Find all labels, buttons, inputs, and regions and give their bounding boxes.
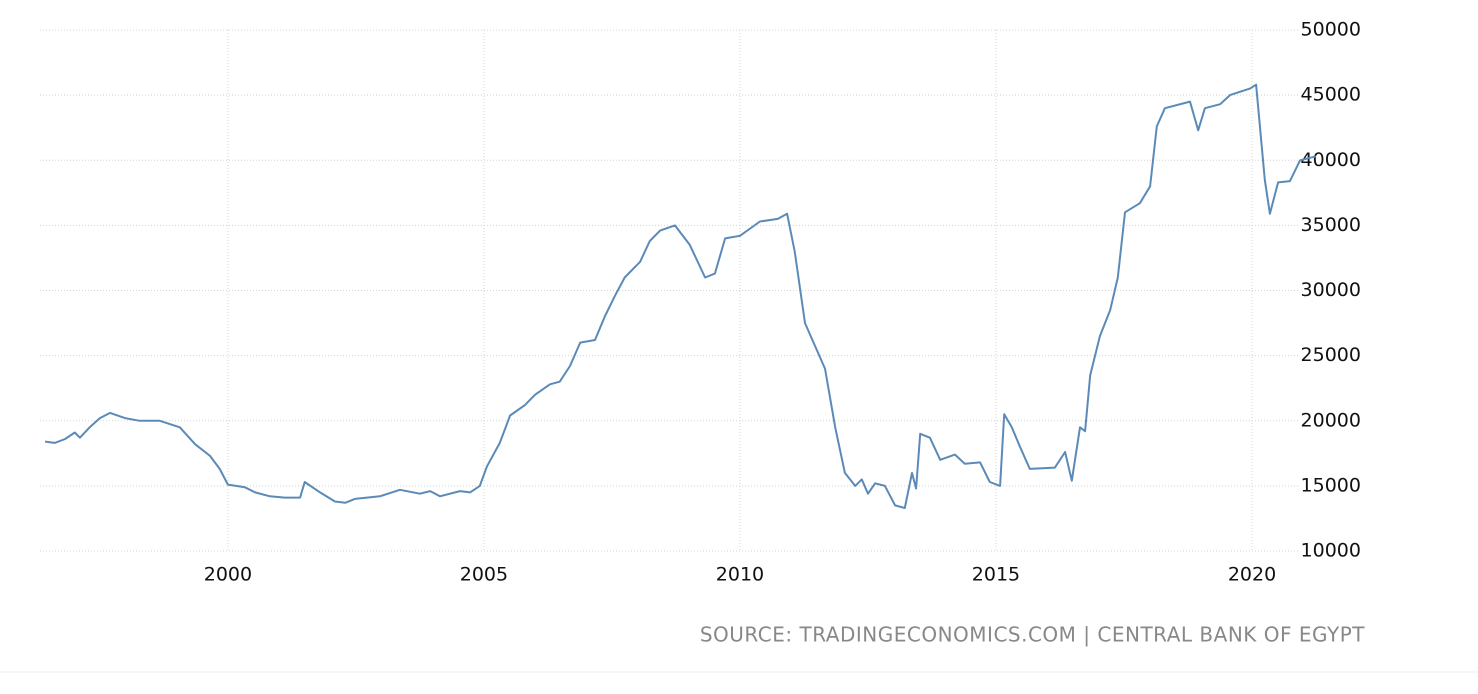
y-tick-label: 30000 [1301, 279, 1361, 301]
x-tick-label: 2005 [460, 564, 508, 586]
x-tick-label: 2010 [716, 564, 764, 586]
y-tick-label: 40000 [1301, 149, 1361, 171]
y-tick-label: 35000 [1301, 214, 1361, 236]
y-tick-label: 20000 [1301, 409, 1361, 431]
source: SOURCE: TRADINGECONOMICS.COM | CENTRAL B… [700, 623, 1365, 647]
y-tick-label: 45000 [1301, 84, 1361, 106]
y-tick-label: 15000 [1301, 474, 1361, 496]
x-tick-label: 2020 [1228, 564, 1276, 586]
x-tick-label: 2015 [972, 564, 1020, 586]
x-tick-label: 2000 [204, 564, 252, 586]
y-tick-label: 50000 [1301, 19, 1361, 41]
data-line [44, 83, 1317, 509]
y-tick-label: 25000 [1301, 344, 1361, 366]
y-tick-label: 10000 [1301, 540, 1361, 562]
